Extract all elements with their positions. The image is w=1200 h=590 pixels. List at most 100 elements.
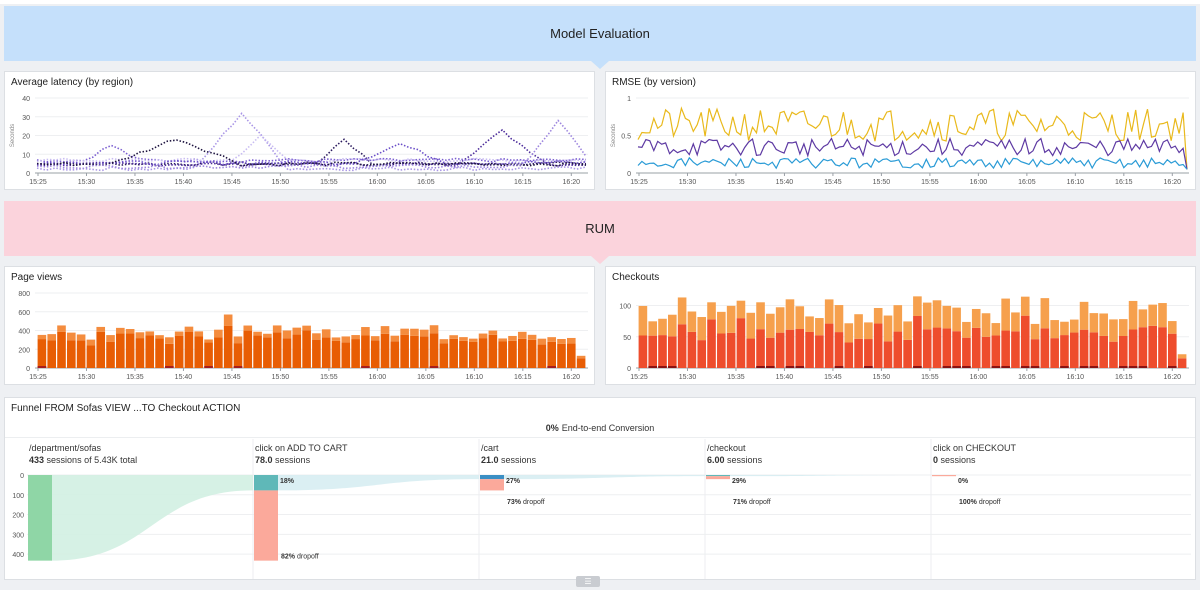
bar bbox=[292, 334, 302, 368]
bar bbox=[1040, 328, 1050, 368]
widget-funnel[interactable]: Funnel FROM Sofas VIEW ...TO Checkout AC… bbox=[4, 397, 1196, 580]
bar-segment bbox=[361, 366, 370, 368]
y-tick-label: 0 bbox=[26, 171, 30, 178]
x-tick-label: 15:30 bbox=[679, 179, 697, 186]
funnel-conversion-summary: 0% End-to-end Conversion bbox=[5, 418, 1195, 438]
bar bbox=[971, 327, 981, 368]
rmse-series-line bbox=[637, 156, 1188, 170]
latency-series-line bbox=[36, 139, 587, 167]
bar bbox=[1079, 329, 1089, 368]
bar bbox=[272, 332, 282, 368]
bar bbox=[478, 338, 488, 368]
bar-segment bbox=[302, 325, 311, 331]
bar bbox=[547, 341, 556, 368]
bar-segment bbox=[576, 355, 586, 359]
bar-segment bbox=[922, 302, 932, 330]
bar-segment bbox=[1079, 366, 1089, 368]
y-axis-label: Seconds bbox=[10, 124, 16, 147]
step-count: 78.0 bbox=[255, 455, 273, 465]
funnel-step-header[interactable]: /checkout 6.00 sessions bbox=[707, 442, 762, 466]
bar bbox=[942, 328, 952, 368]
bar-segment bbox=[903, 321, 912, 340]
bar-segment bbox=[410, 328, 419, 336]
bar bbox=[1138, 327, 1148, 368]
bar-segment bbox=[145, 331, 155, 336]
group-header-rum[interactable]: RUM bbox=[4, 201, 1196, 256]
bar-segment bbox=[508, 335, 517, 341]
bar-segment bbox=[1167, 366, 1177, 368]
bar-segment bbox=[756, 302, 765, 330]
bar-segment bbox=[971, 308, 981, 328]
bar bbox=[67, 340, 76, 368]
funnel-chart[interactable]: 0 100 200 300 400 18% 82% dropoff 27% 73% dropof… bbox=[5, 398, 1195, 579]
bar-segment bbox=[638, 305, 648, 336]
bar-segment bbox=[125, 329, 135, 334]
bar bbox=[135, 338, 145, 368]
bar bbox=[351, 339, 360, 368]
bar-segment bbox=[707, 302, 716, 320]
bar-segment bbox=[566, 337, 576, 344]
bar-segment bbox=[37, 366, 47, 368]
funnel-step-header[interactable]: click on CHECKOUT 0 sessions bbox=[933, 442, 1016, 466]
widget-page-views[interactable]: Page views 0 200 400 600 800 15:25 15:30 15:35 1… bbox=[4, 266, 595, 385]
widget-rmse[interactable]: RMSE (by version) 0 0.5 1 15:25 15:30 15:35 15… bbox=[605, 71, 1196, 190]
bar-segment bbox=[135, 332, 145, 339]
latency-chart[interactable]: 0 10 20 30 40 15:25 15:30 15:35 15:40 15:45 15:50 1… bbox=[5, 72, 594, 189]
bar bbox=[184, 331, 194, 368]
bar-segment bbox=[1109, 319, 1118, 342]
bar bbox=[1011, 331, 1020, 368]
bar-segment bbox=[1040, 298, 1050, 329]
bar-segment bbox=[57, 325, 66, 332]
bar bbox=[638, 335, 648, 368]
x-tick-label: 16:00 bbox=[970, 179, 988, 186]
x-tick-label: 15:35 bbox=[727, 374, 745, 381]
bar-segment bbox=[1001, 298, 1010, 331]
widget-average-latency[interactable]: Average latency (by region) 0 10 20 30 40 15:… bbox=[4, 71, 595, 190]
grip-lines-icon[interactable]: ☰ bbox=[576, 576, 600, 587]
y-tick-label: 0 bbox=[627, 366, 631, 373]
bar-segment bbox=[557, 339, 566, 344]
bar bbox=[775, 332, 785, 368]
funnel-step-header[interactable]: click on ADD TO CART 78.0 sessions bbox=[255, 442, 348, 466]
bar bbox=[1001, 330, 1010, 368]
step-name: /cart bbox=[481, 443, 499, 453]
bar bbox=[1050, 338, 1059, 368]
bar-segment bbox=[1177, 354, 1187, 359]
page-views-chart[interactable]: 0 200 400 600 800 15:25 15:30 15:35 15:40 15:45 15… bbox=[5, 267, 594, 384]
widget-checkouts[interactable]: Checkouts 0 50 100 15:25 15:30 15:35 15:40 15:4… bbox=[605, 266, 1196, 385]
x-tick-label: 15:30 bbox=[679, 374, 697, 381]
bar bbox=[468, 341, 478, 368]
bar bbox=[677, 324, 687, 368]
x-tick-label: 16:00 bbox=[970, 374, 988, 381]
widget-title: Checkouts bbox=[612, 272, 660, 283]
bar-segment bbox=[1138, 366, 1148, 368]
bar bbox=[815, 335, 824, 368]
x-tick-label: 16:20 bbox=[563, 374, 581, 381]
funnel-dropoff-bar bbox=[480, 479, 504, 491]
y-tick-label: 400 bbox=[18, 329, 30, 336]
funnel-flow bbox=[51, 475, 253, 561]
rmse-chart[interactable]: 0 0.5 1 15:25 15:30 15:35 15:40 15:45 15:50 15:55… bbox=[606, 72, 1195, 189]
x-tick-label: 15:50 bbox=[873, 179, 891, 186]
x-tick-label: 15:55 bbox=[921, 374, 939, 381]
y-axis-label: Seconds bbox=[611, 124, 617, 147]
bar bbox=[1089, 332, 1099, 368]
bar-segment bbox=[824, 299, 834, 324]
conversion-rate-label: 0% bbox=[958, 478, 969, 485]
bar-segment bbox=[991, 366, 1001, 368]
x-tick-label: 16:20 bbox=[1164, 374, 1182, 381]
bar-segment bbox=[1118, 366, 1128, 368]
bar bbox=[883, 341, 893, 368]
funnel-step-header[interactable]: /department/sofas 433 sessions of 5.43K … bbox=[29, 442, 137, 466]
bar-segment bbox=[1128, 366, 1138, 368]
bar-segment bbox=[439, 339, 449, 344]
funnel-step-header[interactable]: /cart 21.0 sessions bbox=[481, 442, 536, 466]
bar-segment bbox=[932, 300, 942, 328]
checkouts-chart[interactable]: 0 50 100 15:25 15:30 15:35 15:40 15:45 15:50 15:5… bbox=[606, 267, 1195, 384]
conversion-label: End-to-end Conversion bbox=[561, 422, 655, 433]
bar bbox=[932, 327, 942, 368]
bar-segment bbox=[1089, 366, 1099, 368]
bar bbox=[576, 358, 586, 368]
group-header-model-evaluation[interactable]: Model Evaluation bbox=[4, 6, 1196, 61]
bar bbox=[263, 337, 272, 368]
